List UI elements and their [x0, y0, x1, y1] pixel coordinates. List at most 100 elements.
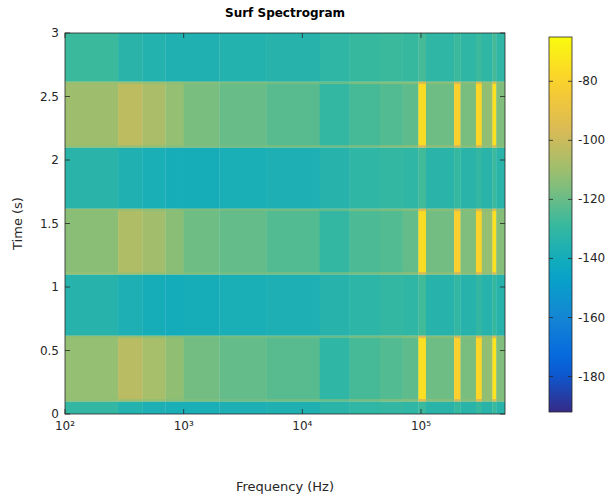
cell	[118, 33, 143, 82]
cell	[267, 274, 320, 335]
cell	[476, 338, 482, 399]
colorbar-tick	[549, 258, 553, 259]
colorbar-tick-label: -120	[578, 192, 605, 206]
cell	[403, 335, 419, 338]
cell	[490, 338, 493, 399]
cell	[350, 147, 381, 208]
cell	[496, 147, 505, 208]
cell	[403, 274, 419, 335]
colorbar-tick	[568, 140, 572, 141]
cell	[482, 145, 490, 148]
cell	[426, 84, 454, 145]
x-tick	[302, 409, 303, 414]
cell	[350, 272, 381, 275]
y-tick	[65, 414, 70, 415]
cell	[380, 147, 403, 208]
cell	[184, 272, 220, 275]
cell	[65, 211, 118, 272]
cell	[165, 274, 184, 335]
cell	[165, 272, 184, 275]
cell	[320, 211, 350, 272]
x-tick	[183, 409, 184, 414]
cell	[65, 208, 118, 211]
cell	[496, 399, 505, 402]
colorbar-tick	[549, 376, 553, 377]
cell	[403, 33, 419, 82]
cell	[219, 147, 267, 208]
cell	[350, 399, 381, 402]
cell	[496, 145, 505, 148]
cell	[426, 208, 454, 211]
cell	[454, 274, 461, 335]
y-tick-label: 2	[51, 153, 59, 167]
cell	[426, 399, 454, 402]
y-tick	[500, 160, 505, 161]
cell	[143, 338, 166, 399]
cell	[320, 84, 350, 145]
cell	[490, 335, 493, 338]
cell	[184, 335, 220, 338]
cell	[418, 401, 426, 414]
cell	[65, 84, 118, 145]
x-tick	[65, 33, 66, 38]
cell	[165, 401, 184, 414]
cell	[320, 208, 350, 211]
cell	[219, 401, 267, 414]
cell	[184, 147, 220, 208]
cell	[496, 274, 505, 335]
y-tick	[65, 287, 70, 288]
cell	[267, 208, 320, 211]
cell	[350, 84, 381, 145]
colorbar	[549, 37, 572, 412]
cell	[496, 401, 505, 414]
cell	[454, 211, 461, 272]
cell	[350, 208, 381, 211]
cell	[460, 272, 476, 275]
cell	[143, 145, 166, 148]
cell	[492, 274, 496, 335]
cell	[165, 145, 184, 148]
cell	[219, 145, 267, 148]
cell	[267, 33, 320, 82]
cell	[165, 208, 184, 211]
cell	[496, 33, 505, 82]
cell	[418, 211, 426, 272]
cell	[118, 335, 143, 338]
cell	[350, 274, 381, 335]
y-tick	[65, 160, 70, 161]
cell	[492, 145, 496, 148]
cell	[65, 272, 118, 275]
colorbar-tick	[568, 199, 572, 200]
colorbar-tick	[549, 199, 553, 200]
cell	[118, 145, 143, 148]
colorbar-tick-label: -180	[578, 370, 605, 384]
cell	[426, 145, 454, 148]
cell	[380, 33, 403, 82]
cell	[482, 338, 490, 399]
cell	[65, 401, 118, 414]
cell	[184, 401, 220, 414]
cell	[380, 401, 403, 414]
cell	[380, 81, 403, 84]
x-axis-title: Frequency (Hz)	[236, 479, 334, 494]
cell	[496, 84, 505, 145]
cell	[184, 274, 220, 335]
cell	[380, 272, 403, 275]
cell	[267, 84, 320, 145]
cell	[482, 335, 490, 338]
cell	[460, 81, 476, 84]
cell	[350, 33, 381, 82]
cell	[320, 399, 350, 402]
cell	[403, 272, 419, 275]
cell	[490, 272, 493, 275]
cell	[460, 84, 476, 145]
cell	[426, 147, 454, 208]
y-tick	[500, 96, 505, 97]
cell	[482, 211, 490, 272]
cell	[267, 81, 320, 84]
cell	[118, 274, 143, 335]
colorbar-tick-label: -160	[578, 311, 605, 325]
cell	[418, 147, 426, 208]
cell	[165, 335, 184, 338]
cell	[490, 147, 493, 208]
